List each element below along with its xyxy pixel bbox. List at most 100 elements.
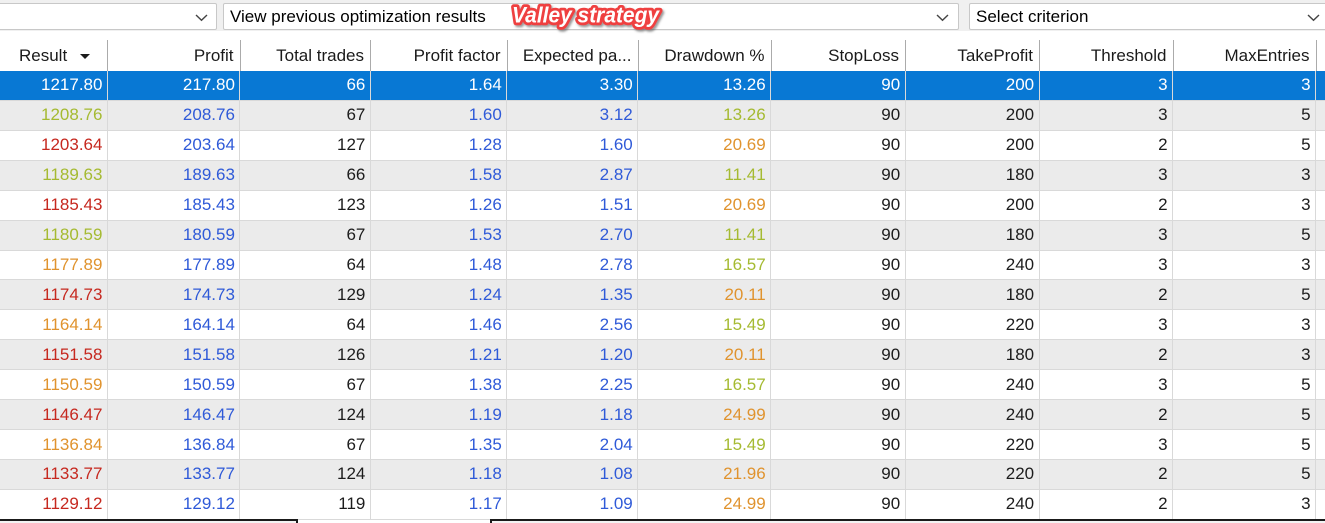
column-header-Result[interactable]: Result	[0, 40, 108, 71]
cell: 13.26	[638, 71, 772, 100]
cell: 20.11	[638, 280, 772, 310]
column-header-TakeProfit[interactable]: TakeProfit	[906, 40, 1040, 71]
cell: 90	[771, 340, 906, 370]
cell-spacer	[1316, 310, 1325, 339]
cell: 3	[1173, 160, 1317, 190]
chevron-down-icon[interactable]	[1307, 14, 1320, 22]
cell: 177.89	[108, 250, 241, 280]
cell: 20.69	[638, 190, 772, 220]
column-header-Profit[interactable]: Profit	[108, 40, 241, 71]
cell: 1151.58	[0, 340, 108, 370]
cell: 126	[240, 340, 371, 370]
cell: 180	[906, 280, 1040, 310]
chevron-down-icon[interactable]	[936, 14, 949, 22]
cell: 2.25	[507, 370, 639, 400]
cell: 3	[1040, 430, 1174, 459]
cell: 16.57	[638, 370, 772, 400]
column-header-Expected pa...[interactable]: Expected pa...	[508, 40, 639, 71]
cell: 1.64	[371, 71, 508, 100]
cell: 3	[1173, 190, 1317, 220]
cell: 200	[906, 71, 1040, 100]
cell: 90	[771, 459, 906, 489]
cell: 2	[1040, 340, 1174, 370]
chevron-path	[195, 14, 208, 22]
cell: 200	[906, 130, 1040, 160]
cell: 3	[1040, 220, 1174, 250]
cell: 1.60	[371, 100, 508, 130]
cell: 5	[1173, 400, 1317, 430]
table-row[interactable]: 1146.47 146.47 124 1.19 1.18 24.99 90 240 2 5	[0, 400, 1325, 431]
table-row[interactable]: 1174.73 174.73 129 1.24 1.35 20.11 90 180 2 5	[0, 280, 1325, 311]
criterion-value: Select criterion	[976, 6, 1089, 26]
cell: 127	[240, 130, 371, 160]
column-header-Threshold[interactable]: Threshold	[1040, 40, 1174, 71]
table-row[interactable]: 1151.58 151.58 126 1.21 1.20 20.11 90 180 2 3	[0, 340, 1325, 371]
cell: 66	[240, 71, 371, 100]
table-row[interactable]: 1136.84 136.84 67 1.35 2.04 15.49 90 220 3 5	[0, 430, 1325, 460]
table-row[interactable]: 1203.64 203.64 127 1.28 1.60 20.69 90 200 2 5	[0, 130, 1325, 161]
cell: 129	[240, 280, 371, 310]
table-row[interactable]: 1208.76 208.76 67 1.60 3.12 13.26 90 200 3 5	[0, 100, 1325, 131]
pass-selector-combobox[interactable]	[0, 3, 217, 30]
cell: 5	[1173, 130, 1317, 160]
cell: 1.46	[371, 310, 508, 340]
cell: 240	[906, 400, 1040, 430]
criterion-combobox[interactable]: Select criterion	[969, 3, 1325, 30]
cell: 90	[771, 430, 906, 459]
column-header-label: MaxEntries	[1224, 45, 1310, 65]
cell: 1.38	[371, 370, 508, 400]
table-row[interactable]: 1189.63 189.63 66 1.58 2.87 11.41 90 180 3 3	[0, 160, 1325, 191]
cell: 1208.76	[0, 100, 108, 130]
cell: 1180.59	[0, 220, 108, 250]
cell: 67	[240, 430, 371, 459]
cell: 5	[1173, 280, 1317, 310]
cell: 3	[1173, 250, 1317, 280]
cell: 174.73	[108, 280, 241, 310]
cell: 20.11	[638, 340, 772, 370]
cell: 90	[771, 489, 906, 519]
column-header-Drawdown %[interactable]: Drawdown %	[639, 40, 772, 71]
cell: 3	[1040, 310, 1174, 340]
table-row[interactable]: 1150.59 150.59 67 1.38 2.25 16.57 90 240 3 5	[0, 370, 1325, 401]
view-results-combobox[interactable]: View previous optimization results	[223, 3, 959, 30]
column-header-label: TakeProfit	[957, 45, 1033, 65]
cell: 3	[1173, 340, 1317, 370]
cell: 5	[1173, 220, 1317, 250]
cell: 13.26	[638, 100, 772, 130]
table-row[interactable]: 1133.77 133.77 124 1.18 1.08 21.96 90 220 2 5	[0, 459, 1325, 490]
cell: 1.19	[371, 400, 508, 430]
chevron-down-icon[interactable]	[195, 14, 208, 22]
cell: 185.43	[108, 190, 241, 220]
cell: 67	[240, 370, 371, 400]
cell-spacer	[1316, 131, 1325, 160]
cell: 90	[771, 190, 906, 220]
cell: 217.80	[108, 71, 241, 100]
cell: 3.30	[507, 71, 639, 100]
toolbar: View previous optimization results Selec…	[0, 0, 1325, 31]
table-row[interactable]: 1217.80 217.80 66 1.64 3.30 13.26 90 200 3 3	[0, 71, 1325, 101]
table-row[interactable]: 1177.89 177.89 64 1.48 2.78 16.57 90 240 3 3	[0, 250, 1325, 281]
cell: 24.99	[638, 400, 772, 430]
table-row[interactable]: 1180.59 180.59 67 1.53 2.70 11.41 90 180 3 5	[0, 220, 1325, 251]
cell: 5	[1173, 370, 1317, 400]
cell: 3	[1173, 310, 1317, 340]
cell-spacer	[1316, 161, 1325, 190]
table-row[interactable]: 1164.14 164.14 64 1.46 2.56 15.49 90 220 3 3	[0, 310, 1325, 341]
cell: 1217.80	[0, 71, 108, 100]
cell: 180.59	[108, 220, 241, 250]
column-header-Total trades[interactable]: Total trades	[241, 40, 371, 71]
table-row[interactable]: 1185.43 185.43 123 1.26 1.51 20.69 90 200 2 3	[0, 190, 1325, 221]
cell: 2	[1040, 280, 1174, 310]
cell: 1.58	[371, 160, 508, 190]
column-header-StopLoss[interactable]: StopLoss	[772, 40, 906, 71]
column-header-Profit factor[interactable]: Profit factor	[371, 40, 508, 71]
cell: 2.78	[507, 250, 639, 280]
cell: 1.20	[507, 340, 639, 370]
cell-spacer	[1316, 71, 1325, 100]
cell: 5	[1173, 100, 1317, 130]
cell: 90	[771, 280, 906, 310]
table-row[interactable]: 1129.12 129.12 119 1.17 1.09 24.99 90 240 2 3	[0, 489, 1325, 520]
cell: 2	[1040, 190, 1174, 220]
column-header-MaxEntries[interactable]: MaxEntries	[1174, 40, 1317, 71]
